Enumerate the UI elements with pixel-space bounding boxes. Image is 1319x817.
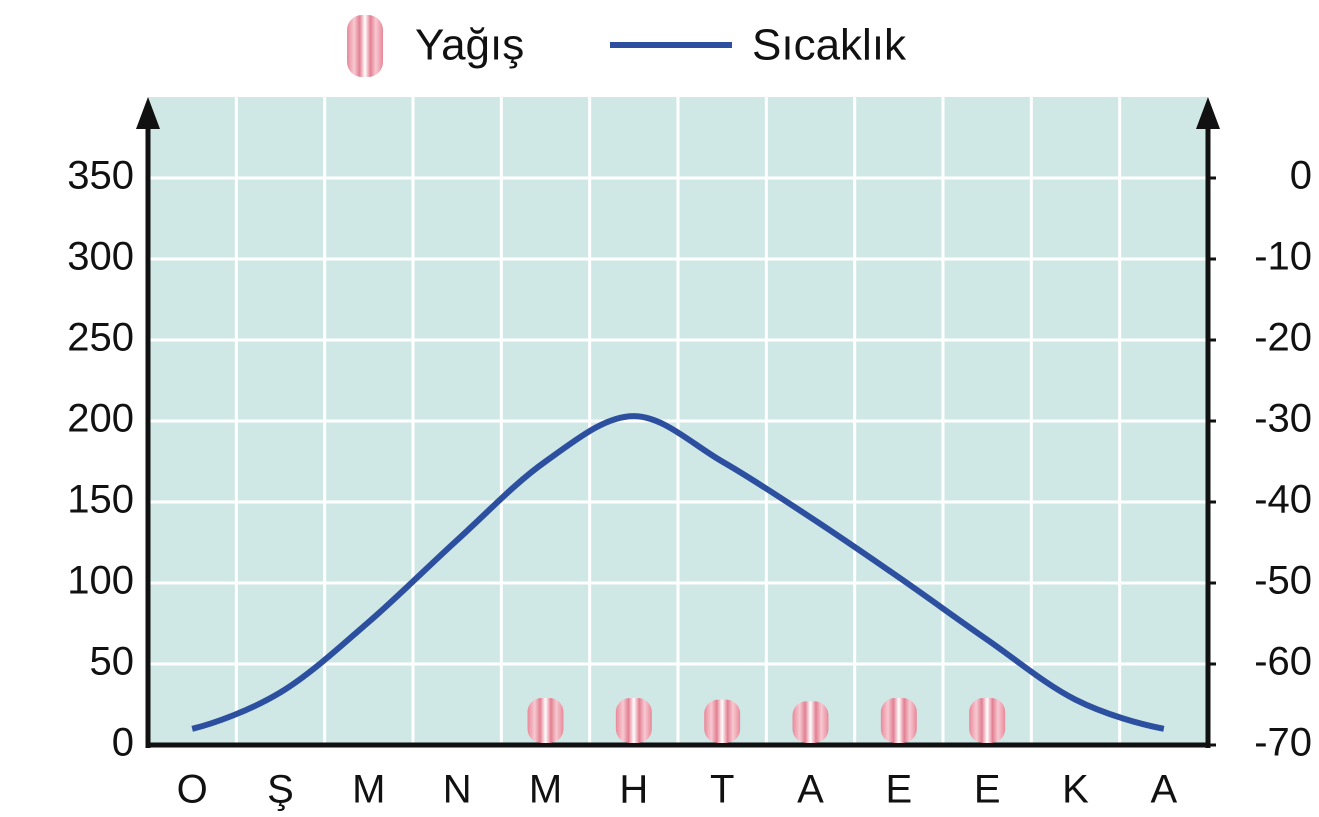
axis-arrow (1196, 97, 1220, 129)
y2-tick-label: -10 (1254, 235, 1312, 279)
x-tick-label: H (619, 768, 648, 812)
y-tick-label: 150 (67, 478, 134, 522)
legend-swatch (347, 15, 383, 77)
x-tick-label: A (797, 768, 824, 812)
bar (969, 698, 1006, 743)
bar (880, 698, 917, 743)
y2-tick-label: -60 (1254, 640, 1312, 684)
y2-tick-label: 0 (1290, 154, 1312, 198)
y-tick-label: 300 (67, 235, 134, 279)
x-tick-label: E (885, 768, 912, 812)
y2-tick-label: -70 (1254, 721, 1312, 765)
bar (704, 699, 741, 743)
y2-tick-label: -50 (1254, 559, 1312, 603)
axis-arrow (136, 97, 160, 129)
x-tick-label: N (443, 768, 472, 812)
x-tick-label: O (177, 768, 208, 812)
legend-label: Sıcaklık (752, 21, 907, 70)
y2-tick-label: -30 (1254, 397, 1312, 441)
legend-label: Yağış (415, 21, 524, 70)
bar (615, 698, 652, 743)
y-tick-label: 0 (112, 721, 134, 765)
y-tick-label: 50 (90, 640, 135, 684)
bar (527, 698, 564, 743)
x-tick-label: T (710, 768, 734, 812)
y-tick-label: 350 (67, 154, 134, 198)
bar (792, 701, 829, 743)
y2-tick-label: -20 (1254, 316, 1312, 360)
x-tick-label: K (1062, 768, 1089, 812)
x-tick-label: E (974, 768, 1001, 812)
y-tick-label: 200 (67, 397, 134, 441)
x-tick-label: Ş (267, 768, 294, 812)
x-tick-label: A (1150, 768, 1177, 812)
x-tick-label: M (352, 768, 385, 812)
y2-tick-label: -40 (1254, 478, 1312, 522)
y-tick-label: 100 (67, 559, 134, 603)
x-tick-label: M (529, 768, 562, 812)
y-tick-label: 250 (67, 316, 134, 360)
temperature-line (191, 413, 1165, 732)
